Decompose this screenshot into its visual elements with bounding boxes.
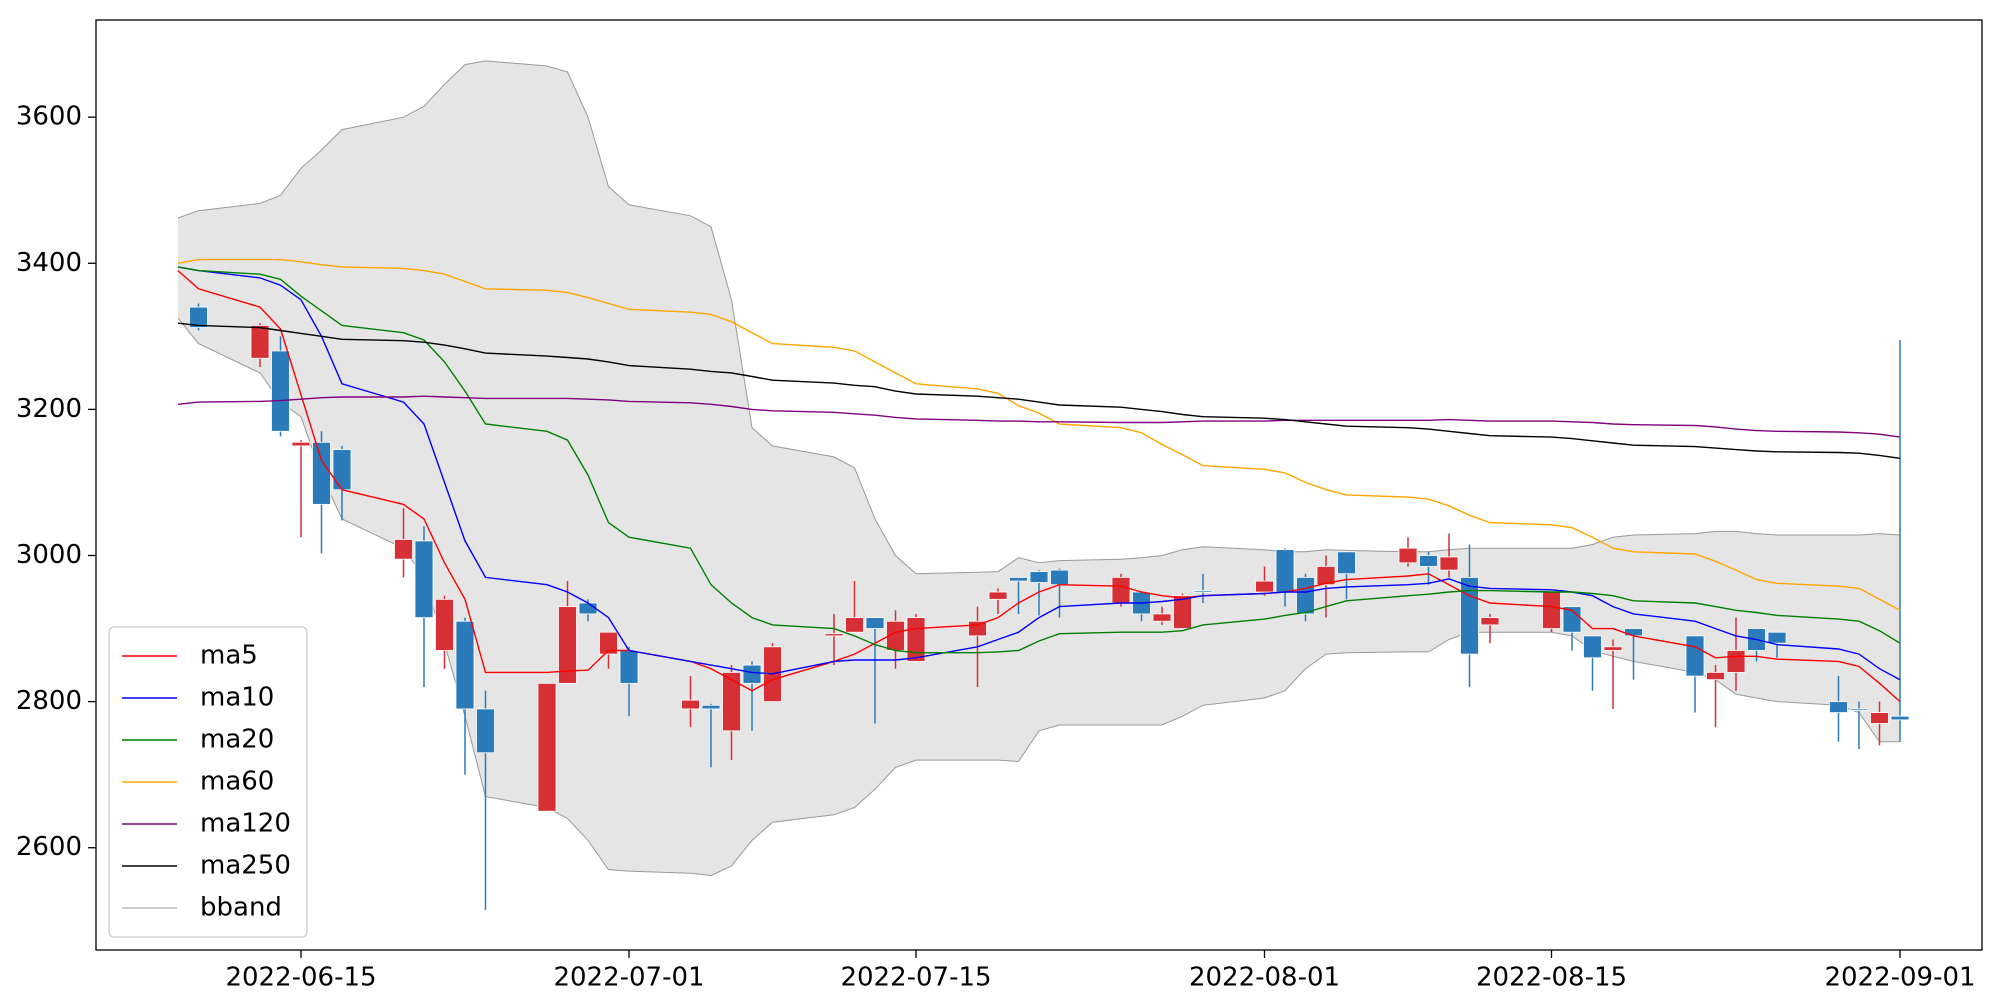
candle-body <box>1029 571 1049 583</box>
y-tick-label: 3600 <box>16 102 82 132</box>
candle-body <box>1480 617 1500 626</box>
candle-body <box>312 441 331 505</box>
band-fill <box>178 60 1900 876</box>
candle-body <box>1624 628 1643 637</box>
candle-body <box>250 324 270 359</box>
ma-line <box>177 395 1901 438</box>
y-tick-label: 3400 <box>16 248 82 278</box>
candle-body <box>394 539 413 560</box>
ma-line <box>177 266 1901 681</box>
candle-body <box>968 620 987 637</box>
x-tick-label: 2022-08-15 <box>1476 963 1627 993</box>
candle-body <box>824 633 844 637</box>
candle-body <box>1419 555 1438 567</box>
candle-body <box>599 631 618 655</box>
candle-body <box>1870 712 1889 724</box>
candle-body <box>1111 577 1131 604</box>
x-tick-label: 2022-08-01 <box>1189 963 1340 993</box>
legend-label: ma10 <box>200 683 274 713</box>
candle-body <box>1296 577 1315 615</box>
legend-label: bband <box>200 893 282 923</box>
y-tick-label: 2800 <box>16 686 82 716</box>
x-tick-label: 2022-07-01 <box>553 963 704 993</box>
ma-line <box>177 258 1901 611</box>
candle-body <box>906 617 926 662</box>
x-tick-label: 2022-07-15 <box>840 963 991 993</box>
candle-body <box>1562 606 1582 633</box>
candle-body <box>681 699 700 710</box>
candle-body <box>1726 650 1746 673</box>
candle-body <box>1398 547 1418 564</box>
legend-label: ma20 <box>200 725 274 755</box>
candle-body <box>1829 701 1848 713</box>
y-tick-label: 3200 <box>16 394 82 424</box>
candle-body <box>1050 569 1069 586</box>
candle-body <box>1337 551 1356 575</box>
candle-body <box>1193 590 1213 593</box>
candle-body <box>1685 635 1705 677</box>
candle-body <box>1542 591 1561 629</box>
ma-line <box>177 270 1901 703</box>
candle-body <box>1255 580 1274 593</box>
candle-body <box>1439 556 1459 571</box>
candle-body <box>558 606 577 684</box>
legend-box <box>108 626 308 938</box>
x-tick-label: 2022-09-01 <box>1824 963 1975 993</box>
candle-body <box>455 620 475 710</box>
candle-body <box>189 306 208 328</box>
candle-body <box>414 540 434 618</box>
candle-body <box>291 441 311 447</box>
candle-body <box>578 602 598 615</box>
plot-frame <box>95 19 1983 951</box>
band-upper <box>177 60 1901 575</box>
y-tick-label: 3000 <box>16 540 82 570</box>
legend: ma5 ma10 ma20 ma60 ma120 ma250 bband <box>108 626 308 938</box>
candle-body <box>1767 631 1787 644</box>
y-tick-label: 2600 <box>16 832 82 862</box>
ma-line <box>177 266 1901 654</box>
candle-body <box>1152 613 1172 622</box>
candle-body <box>1583 635 1602 659</box>
candle-body <box>435 598 454 651</box>
candle-body <box>988 591 1008 600</box>
candle-body <box>1706 671 1725 681</box>
candle-body <box>1275 549 1295 593</box>
candle-body <box>476 708 495 754</box>
candle-body <box>1173 595 1192 629</box>
candle-body <box>1603 646 1623 651</box>
candle-body <box>1890 715 1910 721</box>
x-tick-label: 2022-06-15 <box>225 963 376 993</box>
candle-body <box>1316 566 1336 586</box>
candle-body <box>619 650 639 684</box>
candle-body <box>865 617 885 629</box>
legend-label: ma5 <box>200 641 258 671</box>
candle-body <box>537 682 557 812</box>
ma-line <box>177 322 1901 459</box>
candle-body <box>1849 708 1869 711</box>
legend-label: ma250 <box>200 851 291 881</box>
candle-body <box>332 449 352 491</box>
legend-label: ma120 <box>200 809 291 839</box>
candle-body <box>722 671 741 732</box>
candle-body <box>1009 577 1028 582</box>
candle-body <box>742 664 762 684</box>
candle-body <box>845 617 864 633</box>
candle-body <box>1460 577 1479 655</box>
candle-body <box>701 704 721 710</box>
candle-body <box>271 350 290 432</box>
legend-label: ma60 <box>200 767 274 797</box>
